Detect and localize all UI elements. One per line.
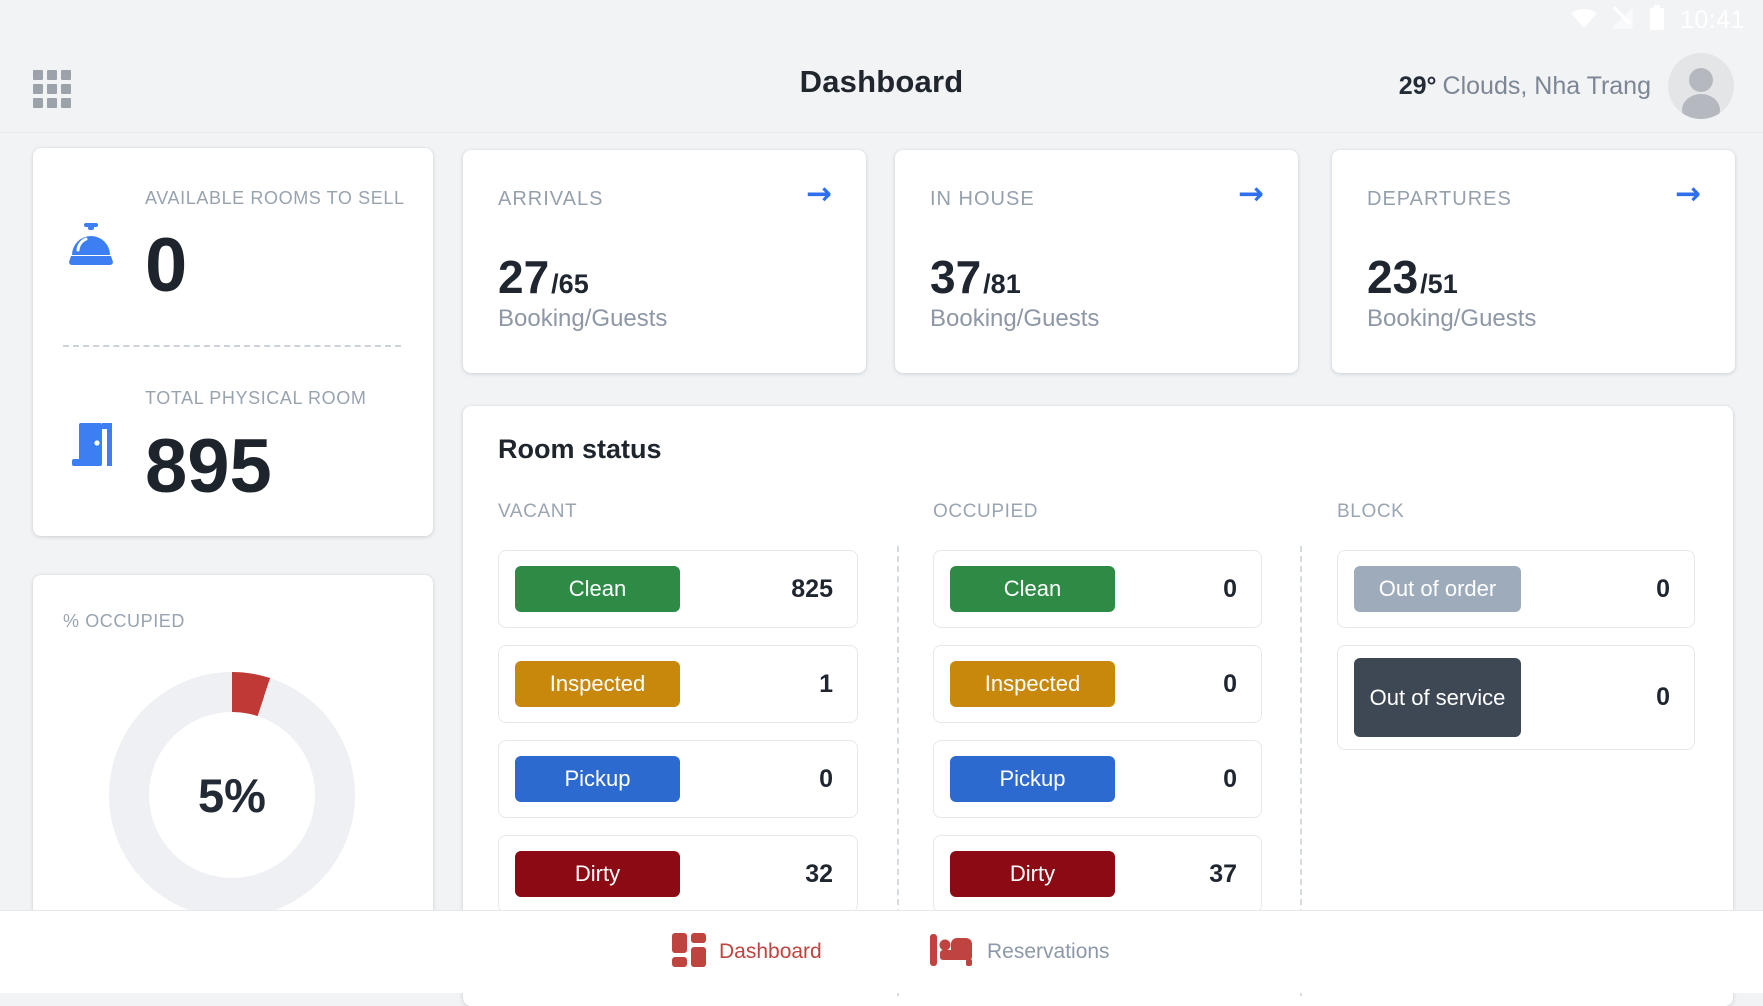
clean-pill[interactable]: Clean [950,566,1115,612]
rooms-kpi-card: AVAILABLE ROOMS TO SELL 0 TOTAL PHYSICAL… [33,148,433,536]
dashed-divider [63,345,401,347]
out-of-service-pill[interactable]: Out of service [1354,658,1521,737]
departures-card[interactable]: DEPARTURES → 23/51 Booking/Guests [1332,150,1735,373]
nav-label-dashboard: Dashboard [719,940,822,963]
arrivals-card[interactable]: ARRIVALS → 27/65 Booking/Guests [463,150,866,373]
available-rooms-value: 0 [145,223,188,308]
total-rooms-value: 895 [145,424,272,509]
available-rooms-label: AVAILABLE ROOMS TO SELL [145,188,405,208]
room-count: 0 [1656,574,1670,603]
room-count: 1 [819,669,833,698]
vacant-inspected-row[interactable]: Inspected 1 [498,645,858,723]
weather-temperature: 29° [1398,72,1437,100]
dashboard-icon [672,932,706,972]
occupied-inspected-row[interactable]: Inspected 0 [933,645,1262,723]
in-house-value: 37/81 [930,251,1021,303]
user-avatar[interactable] [1668,53,1734,119]
departures-label: DEPARTURES [1367,188,1512,210]
inspected-pill[interactable]: Inspected [515,661,680,707]
vacant-clean-row[interactable]: Clean 825 [498,550,858,628]
arrivals-value: 27/65 [498,251,589,303]
clock-time: 10:41 [1679,5,1745,34]
total-rooms-label: TOTAL PHYSICAL ROOM [145,388,367,408]
arrow-right-icon[interactable]: → [806,176,832,212]
cellular-no-signal-icon [1610,5,1634,35]
room-count: 0 [1223,669,1237,698]
dirty-pill[interactable]: Dirty [515,851,680,897]
occupancy-card: % OCCUPIED 5% [33,575,433,975]
pickup-pill[interactable]: Pickup [515,756,680,802]
vacant-column: VACANT Clean 825 Inspected 1 Pickup 0 Di… [498,501,858,930]
service-bell-icon [67,222,115,275]
block-column: BLOCK Out of order 0 Out of service 0 [1337,501,1695,767]
in-house-card[interactable]: IN HOUSE → 37/81 Booking/Guests [895,150,1298,373]
occupied-clean-row[interactable]: Clean 0 [933,550,1262,628]
arrow-right-icon[interactable]: → [1675,176,1701,212]
inspected-pill[interactable]: Inspected [950,661,1115,707]
nav-label-reservations: Reservations [987,940,1110,963]
block-out-of-order-row[interactable]: Out of order 0 [1337,550,1695,628]
room-count: 32 [805,859,833,888]
occupied-column: OCCUPIED Clean 0 Inspected 0 Pickup 0 Di… [933,501,1262,930]
occupancy-percent: 5% [198,768,266,822]
arrow-right-icon[interactable]: → [1238,176,1264,212]
block-label: BLOCK [1337,501,1405,522]
room-count: 37 [1209,859,1237,888]
occupancy-label: % OCCUPIED [63,611,186,631]
pickup-pill[interactable]: Pickup [950,756,1115,802]
dirty-pill[interactable]: Dirty [950,851,1115,897]
bed-icon [930,932,974,973]
occupied-dirty-row[interactable]: Dirty 37 [933,835,1262,913]
status-bar: 10:41 [0,0,1763,40]
arrivals-caption: Booking/Guests [498,305,668,332]
room-status-title: Room status [498,434,662,464]
page-title: Dashboard [799,64,964,99]
weather-description: Clouds, Nha Trang [1442,72,1651,100]
vacant-pickup-row[interactable]: Pickup 0 [498,740,858,818]
battery-icon [1646,4,1668,36]
occupied-pickup-row[interactable]: Pickup 0 [933,740,1262,818]
vacant-dirty-row[interactable]: Dirty 32 [498,835,858,913]
bottom-nav: Dashboard Reservations [0,910,1763,993]
vacant-label: VACANT [498,501,578,522]
apps-menu-icon[interactable] [33,70,71,108]
departures-caption: Booking/Guests [1367,305,1537,332]
weather-widget: 29° Clouds, Nha Trang [1399,72,1651,101]
arrivals-label: ARRIVALS [498,188,604,210]
occupied-label: OCCUPIED [933,501,1039,522]
room-count: 825 [791,574,833,603]
occupancy-donut [109,672,355,918]
column-divider [1300,546,1302,996]
room-count: 0 [1656,683,1670,711]
block-out-of-service-row[interactable]: Out of service 0 [1337,645,1695,750]
wifi-icon [1570,7,1598,34]
room-count: 0 [1223,764,1237,793]
app-header: Dashboard 29° Clouds, Nha Trang [0,40,1763,133]
room-count: 0 [1223,574,1237,603]
clean-pill[interactable]: Clean [515,566,680,612]
in-house-label: IN HOUSE [930,188,1035,210]
door-icon [69,420,119,473]
column-divider [897,546,899,996]
room-status-card: Room status VACANT Clean 825 Inspected 1… [463,406,1733,1006]
out-of-order-pill[interactable]: Out of order [1354,566,1521,612]
in-house-caption: Booking/Guests [930,305,1100,332]
room-count: 0 [819,764,833,793]
nav-item-reservations[interactable]: Reservations [930,911,1110,993]
nav-item-dashboard[interactable]: Dashboard [672,911,822,993]
departures-value: 23/51 [1367,251,1458,303]
